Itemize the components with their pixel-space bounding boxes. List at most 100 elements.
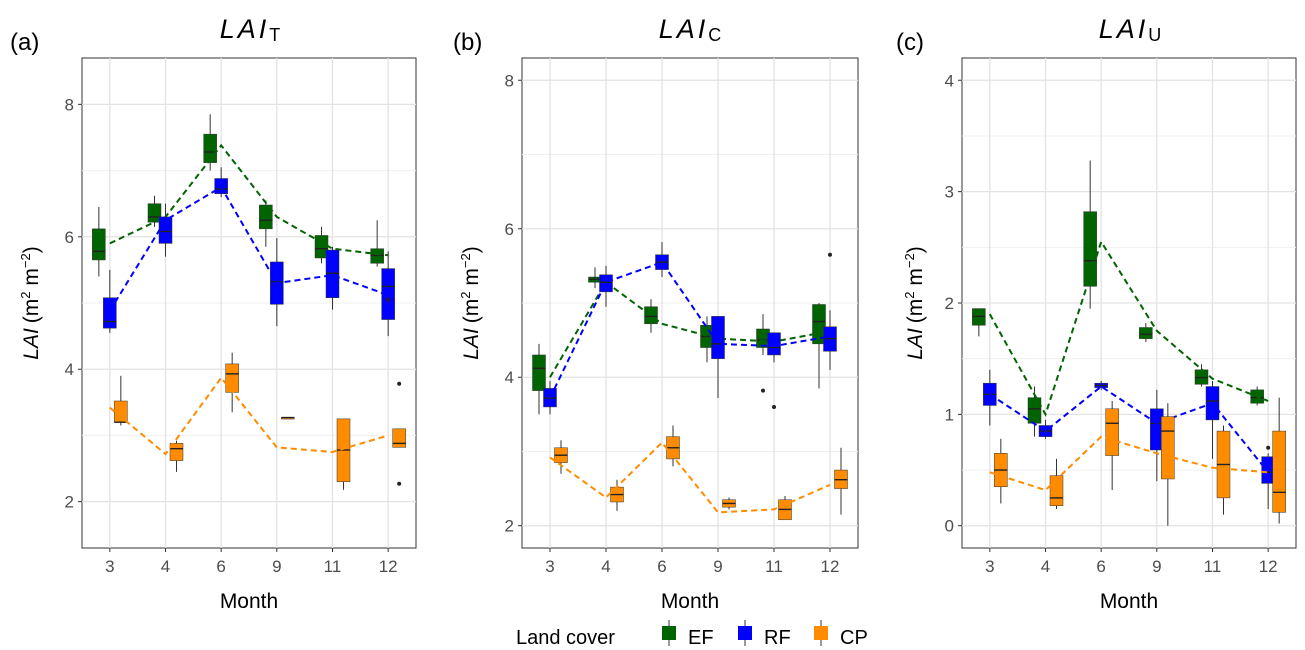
box xyxy=(103,297,117,329)
y-tick-label: 4 xyxy=(945,71,954,90)
box xyxy=(532,354,546,391)
box-rf-11 xyxy=(767,332,781,409)
series-cp xyxy=(549,425,848,521)
y-tick-label: 8 xyxy=(505,71,514,90)
panel-title: LAIU xyxy=(1099,14,1162,45)
box-cp-9 xyxy=(281,416,295,420)
panel-title-sub: U xyxy=(1148,25,1161,45)
box-ef-6 xyxy=(644,299,658,333)
box xyxy=(92,228,106,261)
y-tick-label: 8 xyxy=(65,95,74,114)
y-axis-label: LAI (m2 m−2) xyxy=(458,246,483,359)
box-rf-11 xyxy=(325,246,340,310)
box-ef-11 xyxy=(1194,364,1209,387)
box-ef-4 xyxy=(1027,386,1042,437)
outlier-point xyxy=(1266,445,1271,450)
box-cp-12 xyxy=(1272,397,1286,524)
legend-key-ef: EF xyxy=(662,620,714,649)
box-rf-4 xyxy=(1038,419,1053,439)
legend-label-ef: EF xyxy=(688,627,714,649)
series-cp xyxy=(109,352,406,490)
y-axis-label-part: m xyxy=(20,268,43,291)
y-axis-label-part: ) xyxy=(460,246,483,253)
y-axis-label: LAI (m2 m−2) xyxy=(902,246,927,359)
trend-line-cp xyxy=(549,441,831,514)
box-cp-4 xyxy=(610,479,624,511)
box xyxy=(259,204,273,230)
box xyxy=(644,306,658,325)
x-tick-label: 11 xyxy=(324,557,342,576)
box-cp-11 xyxy=(336,418,351,490)
y-tick-label: 6 xyxy=(65,228,74,247)
box xyxy=(392,428,406,448)
series-ef xyxy=(532,267,831,415)
box-cp-4 xyxy=(1049,458,1064,510)
y-tick-label: 0 xyxy=(945,517,954,536)
box-cp-11 xyxy=(778,496,792,521)
box-rf-6 xyxy=(1094,380,1108,390)
series-rf xyxy=(543,242,837,415)
y-axis-label-part: LAI xyxy=(20,328,43,360)
y-axis-label-part: (m xyxy=(20,299,43,324)
box-cp-6 xyxy=(1105,401,1119,491)
box xyxy=(1272,430,1286,513)
box-cp-6 xyxy=(666,425,680,467)
legend: Land cover EF RF CP xyxy=(516,620,868,649)
y-axis-label-part: ) xyxy=(904,246,927,253)
legend-key-rf: RF xyxy=(738,620,791,649)
box xyxy=(599,274,613,293)
y-axis-label-part: m xyxy=(460,268,483,291)
box xyxy=(114,400,128,423)
trend-line-cp xyxy=(109,376,389,456)
y-tick-label: 6 xyxy=(505,220,514,239)
panel-label: (a) xyxy=(10,29,39,56)
box-rf-12 xyxy=(823,252,837,370)
box-ef-3 xyxy=(532,343,546,415)
panel-title: LAIT xyxy=(220,14,281,45)
y-axis-label-part: −2 xyxy=(458,253,473,268)
trend-line-rf xyxy=(989,385,1269,473)
trend-line-ef xyxy=(549,280,831,378)
y-tick-label: 2 xyxy=(65,493,74,512)
box-ef-6 xyxy=(1083,160,1097,309)
series-cp xyxy=(989,397,1286,526)
panel-title-main: LAI xyxy=(220,14,270,44)
y-axis-label-part: LAI xyxy=(460,328,483,360)
x-tick-label: 3 xyxy=(545,557,554,576)
box-ef-6 xyxy=(203,114,217,171)
panel-title-sub: C xyxy=(708,25,721,45)
box xyxy=(169,443,184,461)
y-tick-label: 4 xyxy=(65,360,74,379)
box-cp-11 xyxy=(1216,425,1231,515)
box xyxy=(1139,327,1153,339)
box-ef-12 xyxy=(370,220,384,267)
trend-line-cp xyxy=(989,435,1269,492)
x-tick-label: 3 xyxy=(105,557,114,576)
x-tick-label: 4 xyxy=(601,557,610,576)
y-tick-label: 2 xyxy=(505,517,514,536)
outlier-point xyxy=(397,381,402,386)
panel-label: (b) xyxy=(453,29,482,56)
box-cp-4 xyxy=(169,440,184,472)
box-ef-9 xyxy=(1139,323,1153,342)
y-axis-label-part: 2 xyxy=(18,291,33,298)
x-tick-label: 6 xyxy=(1096,557,1105,576)
legend-label-rf: RF xyxy=(764,627,791,649)
box xyxy=(203,133,217,163)
x-tick-label: 3 xyxy=(985,557,994,576)
y-axis-label-part: ) xyxy=(20,246,43,253)
y-axis-label: LAI (m2 m−2) xyxy=(18,246,43,359)
box-rf-9 xyxy=(1150,389,1164,482)
box-ef-3 xyxy=(92,206,106,277)
y-tick-label: 2 xyxy=(945,294,954,313)
outlier-point xyxy=(772,404,776,409)
x-tick-label: 11 xyxy=(1204,557,1222,576)
box xyxy=(767,332,781,356)
x-tick-label: 9 xyxy=(1152,557,1161,576)
outlier-point xyxy=(397,481,402,486)
trend-line-ef xyxy=(109,143,389,257)
x-tick-label: 6 xyxy=(657,557,666,576)
x-tick-label: 11 xyxy=(765,557,783,576)
